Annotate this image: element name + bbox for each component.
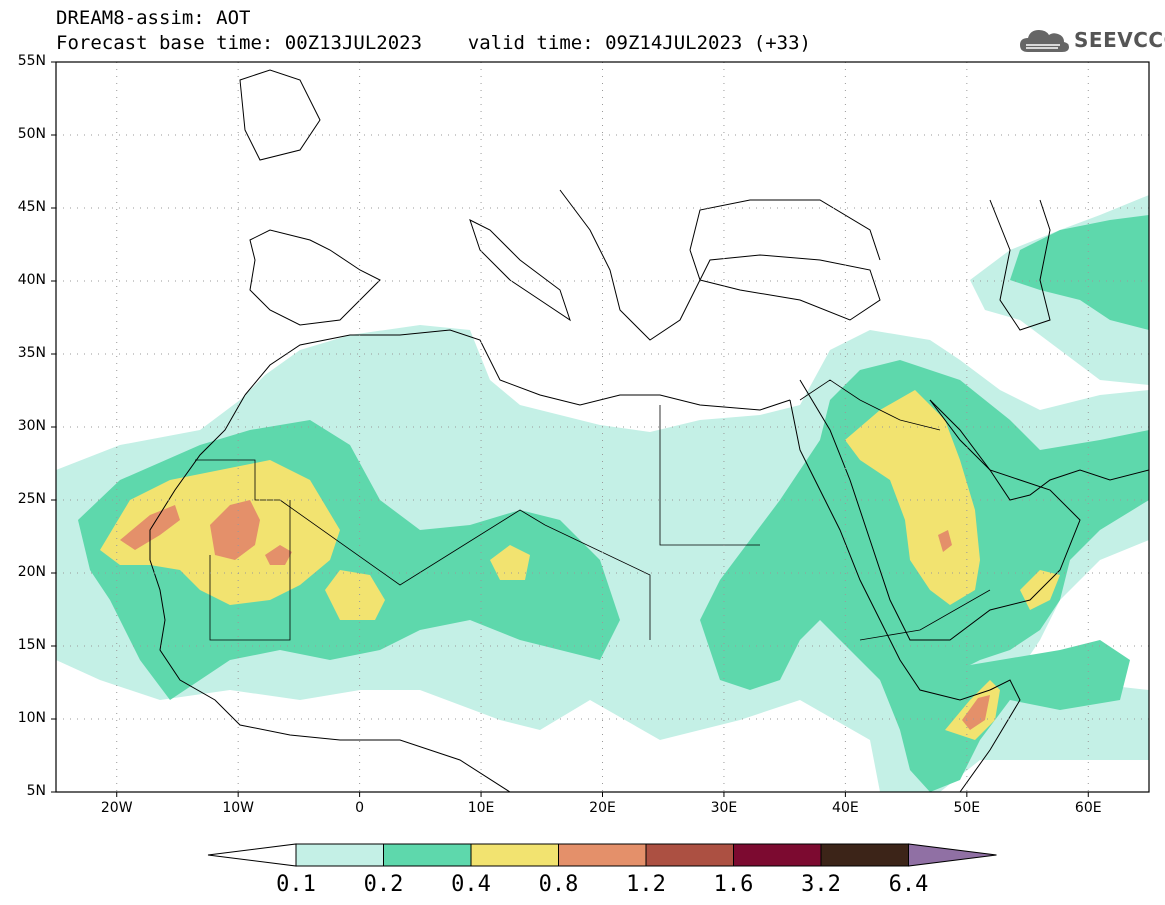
border-mali-west: [209, 500, 291, 641]
country-borders: [195, 379, 991, 641]
colorbar-swatch: [383, 843, 472, 867]
logo-text: SEEVCCC: [1074, 28, 1165, 52]
colorbar-swatch: [733, 843, 822, 867]
colorbar-extension-low: [207, 843, 297, 867]
coast-west-africa: [149, 394, 511, 792]
aot-area-mid-horn: [880, 640, 1130, 792]
lat-tick-label: 55N: [17, 53, 46, 69]
lat-tick-label: 25N: [17, 491, 46, 507]
cloud-icon: [1020, 30, 1069, 52]
aot-field: [56, 195, 1149, 792]
colorbar-level-label: 0.4: [451, 872, 491, 897]
aot-area-high-niger: [490, 545, 530, 580]
lat-tick-label: 40N: [17, 272, 46, 288]
coastlines: [149, 69, 1149, 792]
aot-area-peak-mauritania: [120, 505, 180, 550]
coast-arabia: [799, 379, 1081, 641]
lat-lon-grid: [56, 62, 1149, 792]
seevccc-logo: SEEVCCC: [1018, 22, 1165, 58]
coast-red-sea-west: [789, 399, 991, 701]
lat-tick-label: 50N: [17, 126, 46, 142]
colorbar-swatch: [470, 843, 559, 867]
aot-area-peak-arabia: [938, 530, 952, 552]
aot-area-high-mali: [325, 570, 385, 620]
lon-tick-label: 10W: [222, 800, 254, 816]
colorbar-level-label: 6.4: [888, 872, 929, 897]
colorbar-level-label: 3.2: [801, 872, 841, 897]
map-title: DREAM8-assim: AOT: [56, 7, 251, 29]
coast-north-africa: [244, 329, 791, 411]
axis-ticks: [51, 61, 1089, 797]
coast-persian-gulf: [929, 399, 1149, 501]
lat-tick-label: 45N: [17, 199, 46, 215]
coast-caspian: [989, 199, 1051, 331]
colorbar-swatch: [820, 843, 909, 867]
colorbar-swatch: [558, 843, 647, 867]
lat-tick-label: 10N: [17, 710, 46, 726]
lon-tick-label: 40E: [832, 800, 859, 816]
colorbar-level-label: 1.6: [713, 872, 754, 897]
lon-tick-label: 0: [355, 800, 365, 816]
aot-area-high-arabia: [845, 390, 980, 605]
lon-tick-label: 60E: [1074, 800, 1102, 816]
colorbar-level-label: 0.8: [538, 872, 579, 897]
coast-balkans-greece: [559, 189, 701, 341]
colorbar-level-label: 0.2: [363, 872, 404, 897]
coast-italy: [469, 219, 571, 322]
lon-tick-label: 50E: [953, 800, 981, 816]
border-egypt-libya: [659, 405, 760, 546]
border-libya-chad: [544, 524, 651, 640]
lat-tick-label: 30N: [17, 418, 46, 434]
border-iraq: [799, 379, 941, 431]
aot-area-peak-somalia: [962, 695, 990, 730]
lon-tick-label: 20E: [589, 800, 616, 816]
colorbar-extension-high: [908, 843, 997, 867]
border-mauritania-north: [195, 459, 280, 501]
aot-area-peak-algeria: [265, 545, 292, 565]
forecast-time-line: Forecast base time: 00Z13JUL2023 valid t…: [56, 32, 811, 54]
lon-tick-label: 30E: [710, 800, 738, 816]
lat-tick-label: 5N: [26, 783, 46, 799]
colorbar-swatch: [645, 843, 734, 867]
lat-tick-label: 20N: [17, 564, 46, 580]
border-saudi-yemen: [859, 589, 991, 641]
colorbar-level-label: 0.1: [276, 872, 316, 897]
colorbar-swatch: [295, 843, 384, 867]
aot-area-peak-mali: [210, 500, 260, 560]
colorbar: [207, 843, 997, 867]
border-mali-algeria: [279, 499, 546, 586]
coast-black-sea: [689, 199, 881, 261]
colorbar-level-label: 1.2: [626, 872, 666, 897]
lat-tick-label: 35N: [17, 345, 46, 361]
coast-uk: [239, 69, 321, 161]
aot-area-mid-caspian: [1010, 215, 1149, 330]
lat-tick-label: 15N: [17, 637, 46, 653]
coast-horn: [959, 679, 1021, 792]
lon-tick-label: 20W: [100, 800, 133, 816]
coast-turkey: [699, 254, 881, 321]
lon-tick-label: 10E: [467, 800, 495, 816]
